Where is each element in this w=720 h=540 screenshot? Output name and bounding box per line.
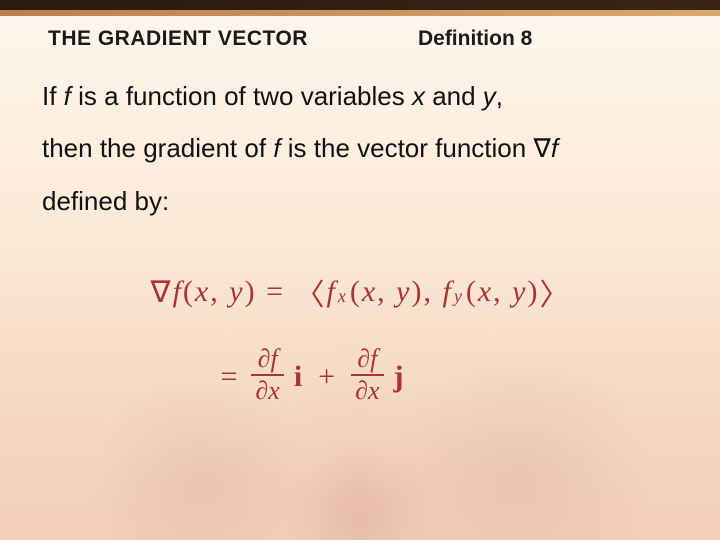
text: , [496, 81, 503, 111]
var-f: f [327, 275, 335, 309]
header-row: THE GRADIENT VECTOR Definition 8 [0, 22, 720, 56]
var-x: x [195, 275, 208, 309]
equals: = [221, 360, 238, 394]
sub-y: y [454, 286, 462, 307]
var-f: f [443, 275, 451, 309]
definition-label: Definition 8 [418, 27, 532, 51]
rparen: ) [528, 275, 538, 309]
equation-2: = ∂f ∂x i + ∂f ∂x j [317, 348, 404, 406]
langle: 〈 [295, 270, 325, 314]
body-line-1: If f is a function of two variables x an… [42, 70, 700, 122]
topbar [0, 0, 720, 10]
unit-vector-j: j [394, 360, 404, 394]
lparen: ( [183, 275, 193, 309]
var-y: y [229, 275, 242, 309]
body-line-2: then the gradient of f is the vector fun… [42, 122, 700, 175]
rparen: ) [412, 275, 422, 309]
var-x: x [362, 275, 375, 309]
text: is a function of two variables [71, 81, 412, 111]
fraction-dfdx: ∂f ∂x [251, 346, 283, 404]
text: and [425, 81, 483, 111]
slide: THE GRADIENT VECTOR Definition 8 If f is… [0, 0, 720, 540]
var-y: y [483, 81, 496, 111]
nabla-symbol: ∇ [533, 134, 550, 163]
var-f: f [370, 344, 377, 373]
rangle: 〉 [540, 270, 570, 314]
lparen: ( [350, 275, 360, 309]
var-f: f [270, 344, 277, 373]
var-x: x [268, 376, 280, 405]
var-x: x [412, 81, 425, 111]
accent-bar [0, 10, 720, 16]
var-f: f [273, 133, 280, 163]
var-x: x [478, 275, 491, 309]
formula-block: ∇f (x, y) = 〈 fx (x, y) , fy (x, y) 〉 = … [0, 270, 720, 406]
equation-1: ∇f (x, y) = 〈 fx (x, y) , fy (x, y) 〉 [151, 270, 570, 314]
body-text: If f is a function of two variables x an… [42, 70, 700, 227]
text: then the gradient of [42, 133, 273, 163]
partial-symbol: ∂ [258, 344, 271, 373]
section-title: THE GRADIENT VECTOR [48, 27, 308, 51]
comma: , [424, 275, 432, 309]
partial-symbol: ∂ [255, 376, 268, 405]
comma: , [493, 275, 501, 309]
comma: , [210, 275, 218, 309]
body-line-3: defined by: [42, 175, 700, 227]
plus: + [318, 360, 335, 394]
equals: = [266, 275, 283, 309]
partial-symbol: ∂ [357, 344, 370, 373]
nabla-symbol: ∇ [151, 275, 171, 310]
unit-vector-i: i [294, 360, 302, 394]
text: is the vector function [281, 133, 534, 163]
var-f: f [173, 275, 181, 309]
var-f: f [64, 81, 71, 111]
var-y: y [396, 275, 409, 309]
rparen: ) [245, 275, 255, 309]
lparen: ( [466, 275, 476, 309]
fraction-dfdx-2: ∂f ∂x [351, 346, 383, 404]
sub-x: x [338, 286, 346, 307]
text: If [42, 81, 64, 111]
partial-symbol: ∂ [355, 376, 368, 405]
var-f: f [551, 133, 558, 163]
var-y: y [512, 275, 525, 309]
comma: , [377, 275, 385, 309]
var-x: x [368, 376, 380, 405]
